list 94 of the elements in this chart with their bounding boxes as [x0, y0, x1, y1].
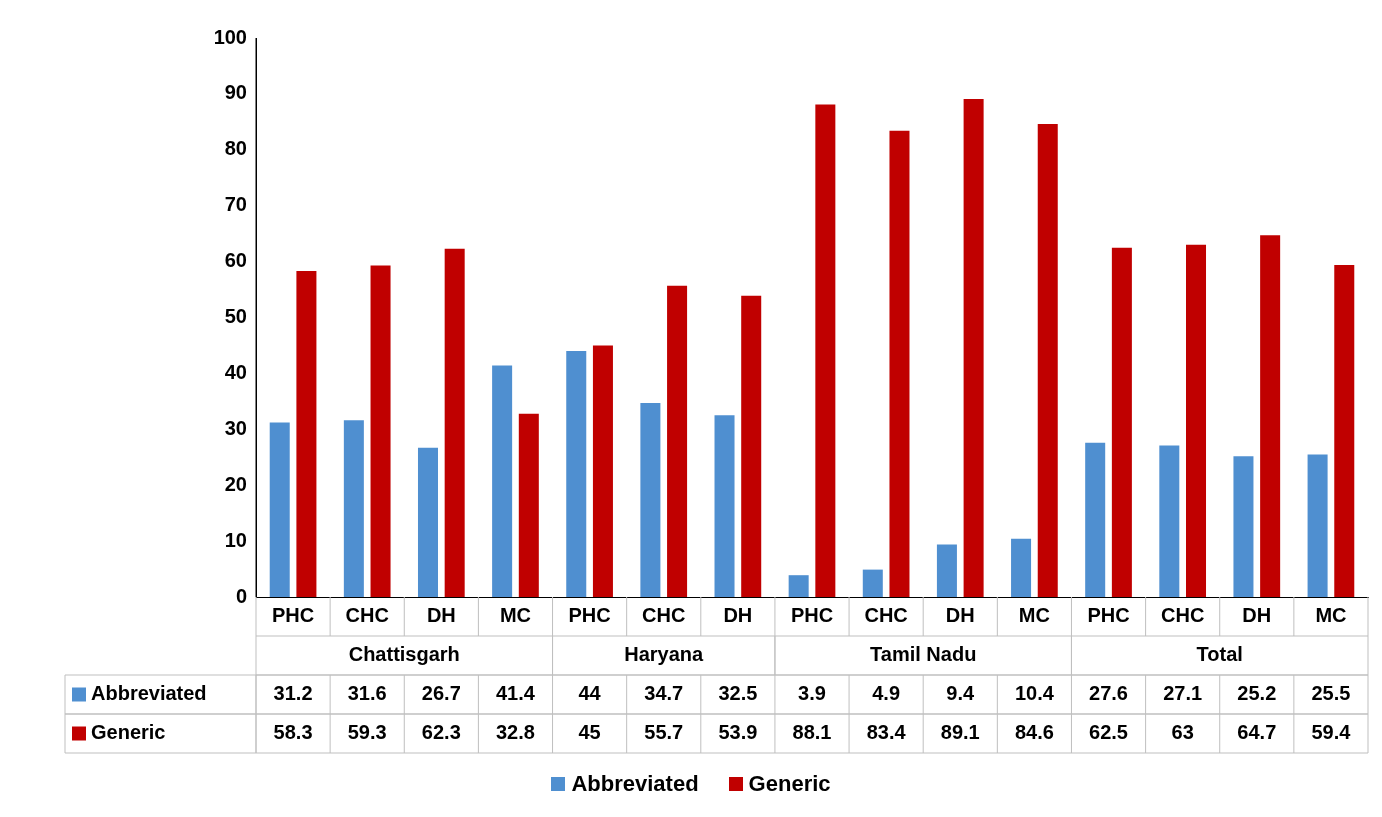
y-tick-label: 90 [224, 81, 247, 104]
data-label: 83.4 [866, 721, 907, 744]
y-tick-label: 0 [235, 584, 247, 607]
data-label: 31.2 [273, 682, 313, 705]
data-label: 25.5 [1311, 682, 1351, 705]
x-tick-label: PHC [790, 604, 834, 627]
data-label: 62.3 [421, 721, 461, 744]
x-tick-label: PHC [1087, 604, 1130, 627]
data-label: 88.1 [792, 721, 832, 744]
y-tick-label: 30 [224, 416, 247, 439]
x-tick-label: DH [945, 604, 975, 627]
data-label: 45 [578, 721, 601, 744]
data-label: 84.6 [1014, 721, 1054, 744]
y-tick-label: 50 [224, 305, 247, 328]
bar [370, 265, 391, 597]
y-tick-label: 80 [224, 137, 247, 160]
data-label: 32.8 [496, 721, 535, 744]
y-tick-label: 100 [213, 25, 247, 48]
data-label: 10.4 [1014, 682, 1055, 705]
data-label: 32.5 [718, 682, 758, 705]
bar [788, 575, 809, 597]
y-tick-label: 40 [224, 360, 247, 383]
text: Abbreviated [571, 771, 699, 796]
bar [444, 248, 465, 597]
bar [1260, 235, 1281, 597]
text: Haryana [624, 643, 705, 666]
data-label: 26.7 [421, 682, 461, 705]
data-label: 59.3 [347, 721, 387, 744]
data-label: 59.4 [1311, 721, 1352, 744]
x-tick-label: MC [1315, 604, 1347, 627]
x-tick-label: CHC [864, 604, 908, 627]
data-label: 3.9 [798, 682, 826, 705]
bar [1233, 456, 1254, 597]
data-label: 63 [1171, 721, 1194, 744]
bar [640, 403, 661, 597]
bar [592, 345, 613, 597]
data-label: 64.7 [1237, 721, 1277, 744]
y-tick-label: 10 [224, 528, 247, 551]
bar [936, 544, 957, 597]
bar [566, 351, 587, 597]
bar [1085, 442, 1106, 597]
text: Chattisgarh [348, 643, 460, 666]
bar [714, 415, 735, 597]
bar [518, 413, 539, 597]
data-label: 25.2 [1237, 682, 1277, 705]
data-label: 9.4 [946, 682, 976, 705]
bar [1037, 124, 1058, 597]
bar [1111, 247, 1132, 597]
x-tick-label: CHC [642, 604, 686, 627]
data-label: 89.1 [940, 721, 980, 744]
text: Tamil Nadu [870, 643, 977, 666]
x-tick-label: DH [1242, 604, 1272, 627]
bar [963, 98, 984, 597]
data-label: 34.7 [644, 682, 684, 705]
data-label: 44 [578, 682, 602, 705]
legend-label: Abbreviated [91, 682, 207, 705]
data-label: 4.9 [872, 682, 901, 705]
bar [1159, 445, 1180, 597]
legend-label: Generic [748, 771, 831, 797]
data-label: 27.1 [1163, 682, 1203, 705]
bar [862, 569, 883, 597]
x-tick-label: PHC [271, 604, 315, 627]
bar [1307, 454, 1328, 597]
bar [296, 271, 317, 597]
x-tick-label: PHC [568, 604, 611, 627]
x-tick-label: CHC [345, 604, 389, 627]
bar [343, 420, 364, 597]
bar [492, 365, 513, 597]
data-label: 58.3 [273, 721, 313, 744]
text: Total [1196, 643, 1243, 666]
data-label: 55.7 [644, 721, 684, 744]
bar [815, 104, 836, 597]
x-tick-label: CHC [1160, 604, 1205, 627]
bar [417, 447, 438, 597]
text: Generic [91, 721, 166, 744]
bar [889, 130, 910, 597]
y-tick-label: 60 [224, 249, 247, 272]
x-tick-label: MC [1018, 604, 1050, 627]
bar [667, 285, 688, 597]
data-label: 31.6 [347, 682, 387, 705]
x-tick-label: DH [426, 604, 456, 627]
bar [269, 422, 290, 597]
data-label: 62.5 [1089, 721, 1128, 744]
data-label: 41.4 [496, 682, 536, 705]
y-tick-label: 70 [224, 193, 247, 216]
bar [1186, 244, 1207, 597]
data-label: 27.6 [1089, 682, 1128, 705]
x-tick-label: DH [723, 604, 753, 627]
bar [741, 295, 762, 597]
bar [1011, 538, 1032, 597]
x-tick-label: MC [499, 604, 532, 627]
y-tick-label: 20 [224, 472, 247, 495]
bar [1334, 264, 1355, 597]
data-label: 53.9 [718, 721, 758, 744]
